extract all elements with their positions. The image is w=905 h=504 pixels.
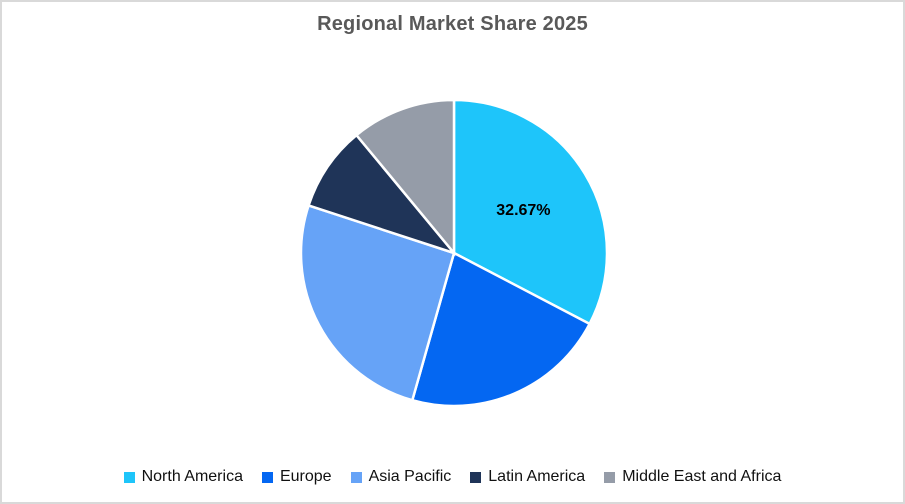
pie-slice-europe[interactable]	[410, 251, 592, 408]
legend-item-north-america[interactable]: North America	[123, 468, 243, 486]
legend-label-europe: Europe	[279, 468, 332, 485]
legend-swatch-latin-america	[470, 471, 482, 483]
legend-item-europe[interactable]: Europe	[261, 468, 332, 486]
legend-label-asia-pacific: Asia Pacific	[368, 468, 452, 485]
legend-item-middle-east-and-africa[interactable]: Middle East and Africa	[604, 468, 781, 486]
chart-title: Regional Market Share 2025	[317, 13, 588, 35]
pie-slice-asia-pacific[interactable]	[299, 203, 456, 402]
pie-slice-middle-east-and-africa[interactable]	[354, 98, 456, 257]
legend-swatch-asia-pacific	[350, 471, 362, 483]
legend-item-latin-america[interactable]: Latin America	[470, 468, 585, 486]
legend: North America Europe Asia Pacific Latin Ame…	[2, 468, 903, 486]
data-label-north-america: 32.67%	[496, 202, 550, 219]
pie-slice-north-america[interactable]	[452, 98, 609, 326]
legend-swatch-middle-east-and-africa	[604, 471, 616, 483]
legend-label-latin-america: Latin America	[488, 468, 586, 485]
legend-label-north-america: North America	[141, 468, 243, 485]
legend-swatch-north-america	[123, 471, 135, 483]
legend-label-middle-east-and-africa: Middle East and Africa	[622, 468, 782, 485]
legend-swatch-europe	[261, 471, 273, 483]
legend-item-asia-pacific[interactable]: Asia Pacific	[350, 468, 452, 486]
pie-slice-latin-america[interactable]	[307, 133, 458, 256]
